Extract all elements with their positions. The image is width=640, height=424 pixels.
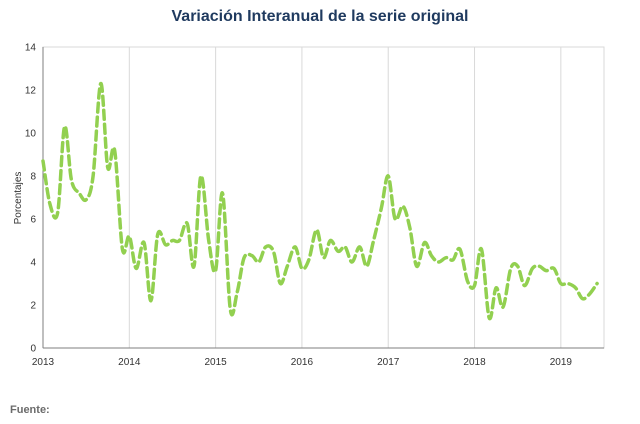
- y-tick-label: 10: [25, 129, 37, 140]
- y-tick-label: 12: [25, 86, 37, 97]
- x-tick-label: 2017: [377, 357, 400, 368]
- series-layer: [41, 81, 599, 321]
- x-tick-label: 2013: [32, 357, 55, 368]
- y-tick-label: 8: [30, 172, 36, 183]
- y-tick-label: 2: [30, 301, 36, 312]
- grid-layer: [42, 46, 605, 349]
- source-note: Fuente:: [10, 404, 50, 416]
- y-tick-label: 4: [30, 258, 36, 269]
- chart-title: Variación Interanual de la serie origina…: [171, 8, 469, 25]
- y-tick-label: 0: [30, 344, 36, 355]
- y-tick-label: 6: [30, 215, 36, 226]
- x-tick-label: 2014: [118, 357, 141, 368]
- series-line: [41, 81, 599, 321]
- x-tick-label: 2015: [204, 357, 227, 368]
- plot-frame: [42, 46, 605, 349]
- y-axis-label: Porcentajes: [13, 172, 24, 225]
- y-tick-label: 14: [25, 43, 37, 54]
- x-tick-label: 2016: [291, 357, 314, 368]
- x-tick-label: 2018: [463, 357, 486, 368]
- x-tick-label: 2019: [550, 357, 573, 368]
- axes-layer: 2013 2014 2015 2016 2017 2018 2019 0 2 4 6 8 10 12 14: [25, 43, 604, 368]
